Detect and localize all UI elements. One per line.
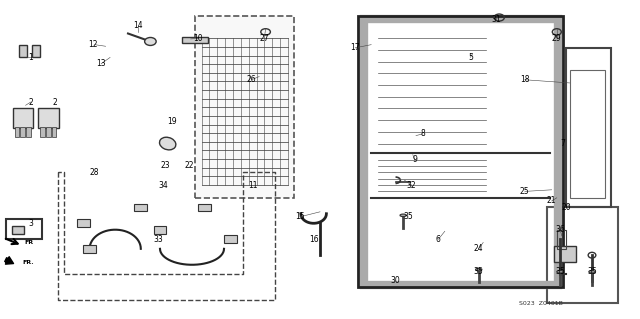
- Bar: [358, 16, 563, 287]
- Bar: [13, 108, 33, 128]
- Bar: [570, 70, 605, 198]
- Ellipse shape: [159, 137, 176, 150]
- Text: 15: 15: [294, 212, 305, 221]
- Bar: [52, 127, 56, 137]
- Ellipse shape: [145, 38, 156, 46]
- Bar: [554, 246, 576, 262]
- Bar: [182, 37, 208, 43]
- Text: 33: 33: [154, 235, 164, 244]
- Ellipse shape: [589, 271, 595, 273]
- Text: 6: 6: [436, 235, 441, 244]
- Ellipse shape: [400, 214, 406, 217]
- Text: 11: 11: [248, 181, 257, 189]
- Bar: [40, 127, 45, 137]
- Text: 28: 28: [90, 168, 99, 177]
- Text: 32: 32: [406, 181, 417, 189]
- Text: 5: 5: [468, 53, 473, 62]
- Text: 31: 31: [491, 15, 501, 24]
- Text: 12: 12: [88, 40, 97, 49]
- Text: 26: 26: [246, 75, 257, 84]
- Text: 22: 22: [184, 161, 193, 170]
- Text: 34: 34: [158, 181, 168, 189]
- Bar: [224, 235, 237, 243]
- Bar: [134, 204, 147, 211]
- Text: 35: 35: [403, 212, 413, 221]
- Text: 27: 27: [259, 34, 269, 43]
- Text: 9: 9: [412, 155, 417, 164]
- Text: FR: FR: [24, 240, 33, 245]
- Text: 18: 18: [520, 75, 529, 84]
- Text: 35: 35: [555, 267, 565, 276]
- Text: 8: 8: [420, 130, 425, 138]
- Text: 1: 1: [28, 53, 33, 62]
- Bar: [26, 127, 31, 137]
- Bar: [83, 245, 96, 253]
- Text: 17: 17: [350, 43, 360, 52]
- Text: 35: 35: [474, 267, 484, 276]
- Bar: [20, 127, 25, 137]
- Bar: [154, 226, 166, 234]
- Text: 20: 20: [561, 203, 572, 212]
- Bar: [195, 16, 294, 198]
- Text: 2: 2: [52, 98, 57, 107]
- Bar: [6, 219, 42, 239]
- Text: 29: 29: [552, 34, 562, 43]
- Ellipse shape: [557, 271, 563, 273]
- Bar: [198, 204, 211, 211]
- Text: 25: 25: [520, 187, 530, 196]
- Bar: [15, 127, 19, 137]
- Text: 16: 16: [308, 235, 319, 244]
- Bar: [364, 19, 558, 285]
- Text: 7: 7: [561, 139, 566, 148]
- Text: S023  Z0401B: S023 Z0401B: [519, 300, 563, 306]
- Bar: [46, 127, 51, 137]
- Text: FR.: FR.: [22, 260, 34, 265]
- Bar: [12, 226, 24, 234]
- Text: 21: 21: [547, 197, 556, 205]
- Text: 3: 3: [28, 219, 33, 228]
- Text: 23: 23: [160, 161, 170, 170]
- Text: 24: 24: [474, 244, 484, 253]
- Bar: [38, 108, 59, 128]
- Text: 30: 30: [390, 276, 401, 285]
- Text: 36: 36: [555, 225, 565, 234]
- Bar: [32, 45, 40, 57]
- Text: 14: 14: [132, 21, 143, 30]
- Bar: [566, 48, 611, 207]
- Text: 13: 13: [96, 59, 106, 68]
- Text: 19: 19: [166, 117, 177, 126]
- Text: 2: 2: [28, 98, 33, 107]
- Ellipse shape: [476, 268, 482, 271]
- Bar: [557, 230, 566, 249]
- Bar: [77, 219, 90, 227]
- Text: 35: 35: [587, 267, 597, 276]
- Text: 10: 10: [193, 34, 204, 43]
- Bar: [547, 207, 618, 303]
- Bar: [19, 45, 27, 57]
